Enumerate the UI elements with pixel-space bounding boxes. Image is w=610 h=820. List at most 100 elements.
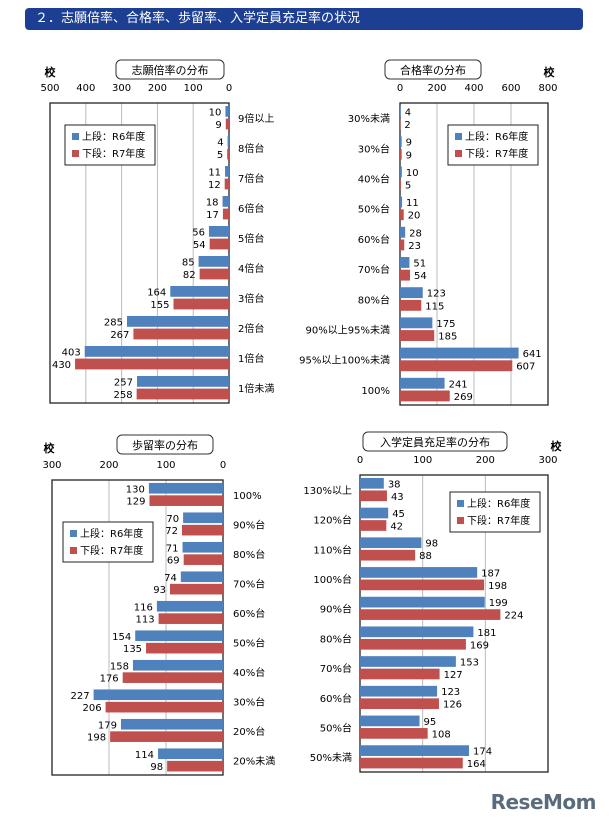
bar-r7 <box>199 268 229 280</box>
category-label: 70%台 <box>358 263 390 276</box>
data-label: 607 <box>516 362 535 373</box>
x-tick-label: 100 <box>413 455 432 466</box>
category-label: 30%台 <box>233 695 265 708</box>
category-label: 80%台 <box>233 548 265 561</box>
category-label: 6倍台 <box>238 202 264 215</box>
data-label: 71 <box>166 543 179 554</box>
data-label: 116 <box>134 602 153 613</box>
x-tick-label: 100 <box>156 460 175 471</box>
bar-r6 <box>225 166 229 177</box>
bar-r6 <box>400 317 433 329</box>
category-label: 3倍台 <box>238 292 264 305</box>
bar-r7 <box>224 178 229 190</box>
data-label: 42 <box>390 521 403 532</box>
category-label: 100% <box>361 386 390 397</box>
bar-r7 <box>360 579 485 591</box>
x-tick-label: 400 <box>464 83 483 94</box>
data-label: 20 <box>408 211 421 222</box>
bar-r6 <box>170 286 229 297</box>
bar-r7 <box>400 330 435 341</box>
bar-r7 <box>360 728 428 739</box>
data-label: 641 <box>523 349 542 360</box>
legend-label: 上段：R6年度 <box>467 497 530 510</box>
data-label: 74 <box>164 573 177 584</box>
data-label: 38 <box>388 479 401 490</box>
data-label: 153 <box>460 658 479 669</box>
chart-title-box <box>116 434 214 455</box>
bar-r7 <box>169 583 223 595</box>
category-label: 50%未満 <box>310 752 352 764</box>
data-label: 224 <box>504 611 523 622</box>
bar-r7 <box>400 239 405 251</box>
bar-r6 <box>360 656 456 667</box>
bar-r6 <box>360 477 384 489</box>
data-label: 258 <box>114 390 133 401</box>
category-label: 4倍台 <box>238 262 264 275</box>
data-label: 176 <box>100 674 119 685</box>
legend-label: 下段：R7年度 <box>80 544 143 557</box>
data-label: 129 <box>126 497 145 508</box>
data-label: 241 <box>449 379 468 390</box>
data-label: 164 <box>467 759 486 770</box>
bar-r6 <box>120 718 223 730</box>
bar-r6 <box>222 196 229 207</box>
chart-title: 歩留率の分布 <box>132 438 198 452</box>
axis-unit-label: 校 <box>544 65 556 79</box>
legend-swatch <box>72 133 79 140</box>
bar-r7 <box>400 299 422 311</box>
x-tick-label: 500 <box>40 83 59 94</box>
bar-r7 <box>225 118 229 130</box>
x-tick-label: 0 <box>220 460 226 471</box>
x-tick-label: 200 <box>99 460 118 471</box>
bar-r6 <box>400 136 402 148</box>
data-label: 4 <box>217 137 223 148</box>
bar-r7 <box>400 209 404 221</box>
bar-r7 <box>173 298 229 310</box>
data-label: 123 <box>427 289 446 300</box>
data-label: 5 <box>405 181 411 192</box>
data-label: 199 <box>489 598 508 609</box>
bar-r7 <box>400 360 513 372</box>
bar-r6 <box>182 541 223 553</box>
data-label: 158 <box>110 661 129 672</box>
data-label: 403 <box>62 347 81 358</box>
category-label: 9倍以上 <box>238 112 274 125</box>
x-tick-label: 0 <box>397 83 403 94</box>
data-label: 82 <box>183 270 196 281</box>
category-label: 40%台 <box>358 173 390 186</box>
data-label: 181 <box>477 628 496 639</box>
bar-r7 <box>360 698 439 710</box>
bar-r7 <box>227 148 229 160</box>
x-tick-label: 400 <box>76 83 95 94</box>
legend-label: 下段：R7年度 <box>467 514 530 527</box>
legend-box <box>449 491 541 533</box>
bar-r6 <box>400 257 410 268</box>
bar-r7 <box>209 238 229 250</box>
category-label: 90%以上95%未満 <box>306 325 390 337</box>
data-label: 23 <box>408 241 421 252</box>
category-label: 70%台 <box>320 662 352 675</box>
chart-title: 入学定員充足率の分布 <box>380 435 490 449</box>
data-label: 269 <box>454 392 473 403</box>
data-label: 98 <box>425 539 438 550</box>
data-label: 113 <box>135 615 154 626</box>
data-label: 18 <box>206 197 219 208</box>
data-label: 185 <box>438 332 457 343</box>
data-label: 135 <box>123 644 142 655</box>
x-tick-label: 0 <box>226 83 232 94</box>
bar-r7 <box>360 757 463 769</box>
bar-r6 <box>148 482 223 494</box>
data-label: 12 <box>208 180 221 191</box>
data-label: 51 <box>413 258 426 269</box>
data-label: 430 <box>52 360 71 371</box>
category-label: 80%台 <box>358 293 390 306</box>
bar-r7 <box>110 731 223 742</box>
bar-r6 <box>400 226 406 238</box>
bar-r6 <box>360 715 420 727</box>
chart-title: 志願倍率の分布 <box>132 63 209 77</box>
data-label: 123 <box>441 687 460 698</box>
bar-r6 <box>360 745 470 756</box>
data-label: 187 <box>481 568 500 579</box>
data-label: 169 <box>470 640 489 651</box>
